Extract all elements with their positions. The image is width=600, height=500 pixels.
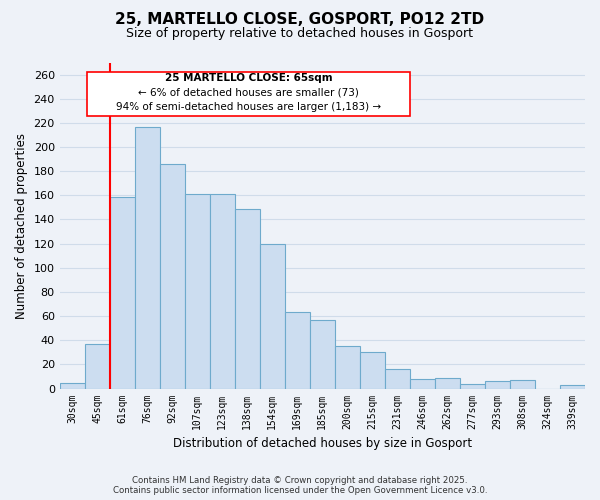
FancyBboxPatch shape — [87, 72, 410, 116]
Bar — [560, 385, 585, 388]
Bar — [285, 312, 310, 388]
Bar — [460, 384, 485, 388]
Text: Contains HM Land Registry data © Crown copyright and database right 2025.
Contai: Contains HM Land Registry data © Crown c… — [113, 476, 487, 495]
Bar — [485, 382, 510, 388]
X-axis label: Distribution of detached houses by size in Gosport: Distribution of detached houses by size … — [173, 437, 472, 450]
Text: 25 MARTELLO CLOSE: 65sqm: 25 MARTELLO CLOSE: 65sqm — [165, 73, 332, 83]
Text: 25, MARTELLO CLOSE, GOSPORT, PO12 2TD: 25, MARTELLO CLOSE, GOSPORT, PO12 2TD — [115, 12, 485, 28]
Y-axis label: Number of detached properties: Number of detached properties — [15, 132, 28, 318]
Bar — [85, 344, 110, 389]
Bar — [360, 352, 385, 388]
Text: Size of property relative to detached houses in Gosport: Size of property relative to detached ho… — [127, 28, 473, 40]
Text: 94% of semi-detached houses are larger (1,183) →: 94% of semi-detached houses are larger (… — [116, 102, 381, 112]
Text: ← 6% of detached houses are smaller (73): ← 6% of detached houses are smaller (73) — [138, 88, 359, 98]
Bar — [210, 194, 235, 388]
Bar — [385, 369, 410, 388]
Bar — [310, 320, 335, 388]
Bar — [135, 126, 160, 388]
Bar — [260, 244, 285, 388]
Bar — [235, 208, 260, 388]
Bar — [110, 196, 135, 388]
Bar — [335, 346, 360, 389]
Bar — [410, 379, 435, 388]
Bar — [185, 194, 210, 388]
Bar — [510, 380, 535, 388]
Bar — [160, 164, 185, 388]
Bar — [435, 378, 460, 388]
Bar — [59, 382, 85, 388]
